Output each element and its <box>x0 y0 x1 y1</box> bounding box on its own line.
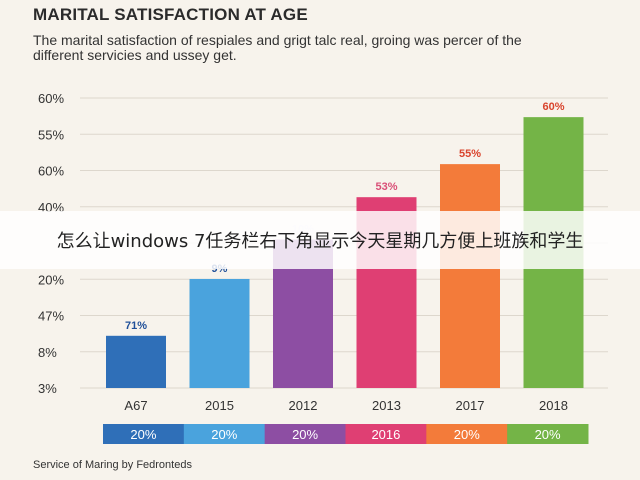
y-tick-label: 20% <box>38 272 64 287</box>
data-label: 60% <box>542 101 564 113</box>
x-tick-label: 2018 <box>539 398 568 413</box>
bottom-strip-label: 20% <box>454 427 480 442</box>
data-label: 71% <box>125 320 147 332</box>
y-tick-label: 55% <box>38 127 64 142</box>
bottom-strip-cell <box>103 424 185 444</box>
bottom-strip-cell <box>345 424 427 444</box>
bar <box>106 335 166 388</box>
y-tick-label: 8% <box>38 345 57 360</box>
y-tick-label: 3% <box>38 381 57 396</box>
bottom-strip-label: 20% <box>211 427 237 442</box>
bottom-strip-cell <box>507 424 589 444</box>
bottom-strip-label: 20% <box>535 427 561 442</box>
data-label: 55% <box>459 148 481 160</box>
x-tick-label: 2015 <box>205 398 234 413</box>
x-tick-label: 2017 <box>456 398 485 413</box>
y-tick-label: 47% <box>38 309 64 324</box>
x-tick-label: A67 <box>124 398 147 413</box>
bar <box>440 164 500 388</box>
bottom-strip-cell <box>183 424 266 444</box>
bottom-strip-cell <box>264 424 346 444</box>
chart-subtitle: The marital satisfaction of respiales an… <box>33 32 522 63</box>
bottom-strip-label: 2016 <box>371 427 400 442</box>
overlay-banner: 怎么让windows 7任务栏右下角显示今天星期几方便上班族和学生 <box>0 211 640 269</box>
x-tick-label: 2012 <box>289 398 318 413</box>
chart-source: Service of Maring by Fedronteds <box>33 459 192 471</box>
y-tick-label: 60% <box>38 164 64 179</box>
bottom-strip-label: 20% <box>130 427 156 442</box>
bar <box>189 278 250 388</box>
overlay-caption: 怎么让windows 7任务栏右下角显示今天星期几方便上班族和学生 <box>56 231 584 252</box>
bottom-strip-label: 20% <box>292 427 318 442</box>
chart-title: MARITAL SATISFACTION AT AGE <box>33 5 308 24</box>
bottom-strip-cell <box>426 424 508 444</box>
y-tick-label: 60% <box>38 91 64 106</box>
x-tick-label: 2013 <box>372 398 401 413</box>
data-label: 53% <box>375 181 397 193</box>
